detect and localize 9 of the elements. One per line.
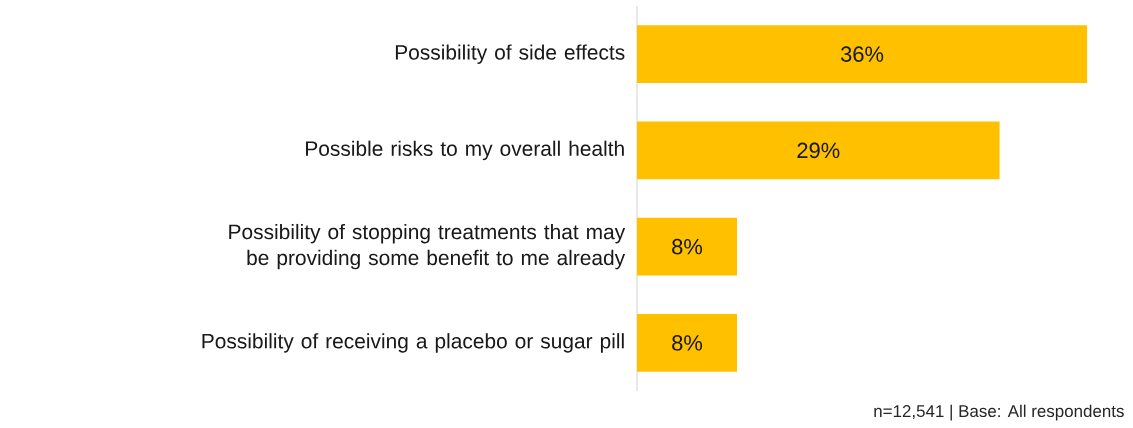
y-tick-label: Possible risks to my overall health [306,140,624,161]
y-tick-label: Possibility of stopping treatments that may be providing some benefit to me already [229,223,626,270]
y-tick-label: Possibility of receiving a placebo or sugar pill [202,333,624,353]
y-tick-label: Possibility of side effects [395,44,625,64]
data-label: 36% [840,46,884,62]
data-label: 29% [797,142,840,159]
data-label: 8% [672,335,703,351]
data-label: 8% [672,238,703,255]
text: n=12,541 | Base: All respondents [874,404,1124,421]
